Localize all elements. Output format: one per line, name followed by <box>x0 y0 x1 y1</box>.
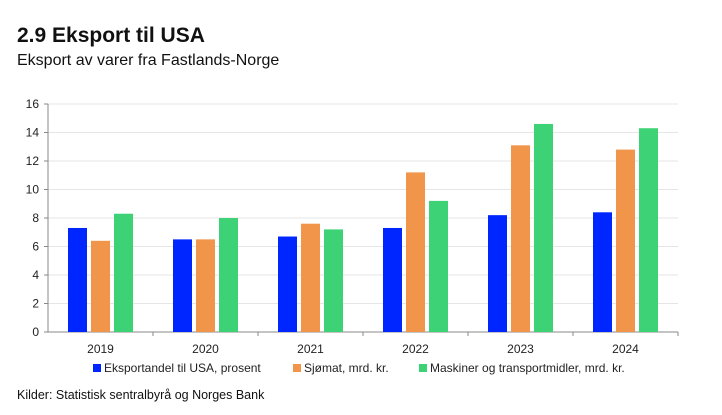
bar <box>429 200 448 332</box>
x-tick-label: 2022 <box>402 342 429 356</box>
legend-swatch <box>93 364 101 372</box>
y-tick-label: 4 <box>32 268 39 282</box>
y-tick-label: 14 <box>26 126 40 140</box>
legend-label: Sjømat, mrd. kr. <box>304 361 389 375</box>
bar <box>219 218 238 332</box>
y-tick-label: 0 <box>32 325 39 339</box>
bar <box>383 227 402 332</box>
chart-title: 2.9 Eksport til USA <box>17 24 205 47</box>
bar <box>593 212 612 332</box>
x-tick-label: 2024 <box>612 342 639 356</box>
y-tick-label: 16 <box>26 97 40 111</box>
y-tick-label: 6 <box>32 240 39 254</box>
bar <box>173 239 192 332</box>
bar <box>534 123 553 332</box>
chart-source: Kilder: Statistisk sentralbyrå og Norges… <box>17 388 265 402</box>
x-tick-label: 2023 <box>507 342 534 356</box>
x-tick-label: 2020 <box>192 342 219 356</box>
bar <box>639 128 658 332</box>
bar <box>278 236 297 332</box>
legend-swatch <box>293 364 301 372</box>
y-tick-label: 2 <box>32 297 39 311</box>
bar <box>114 213 133 332</box>
bar <box>301 223 320 332</box>
y-tick-label: 10 <box>26 183 40 197</box>
bar <box>91 240 110 332</box>
legend-label: Eksportandel til USA, prosent <box>104 361 261 375</box>
x-tick-label: 2021 <box>297 342 324 356</box>
bar <box>324 229 343 332</box>
legend-label: Maskiner og transportmidler, mrd. kr. <box>430 361 625 375</box>
y-tick-label: 12 <box>26 154 40 168</box>
y-tick-label: 8 <box>32 211 39 225</box>
bar <box>68 227 87 332</box>
bar <box>406 172 425 332</box>
chart-subtitle: Eksport av varer fra Fastlands-Norge <box>17 52 280 69</box>
x-tick-label: 2019 <box>87 342 114 356</box>
bar <box>488 215 507 332</box>
bar <box>511 145 530 332</box>
bar <box>616 149 635 332</box>
legend-swatch <box>419 364 427 372</box>
bar <box>196 239 215 332</box>
